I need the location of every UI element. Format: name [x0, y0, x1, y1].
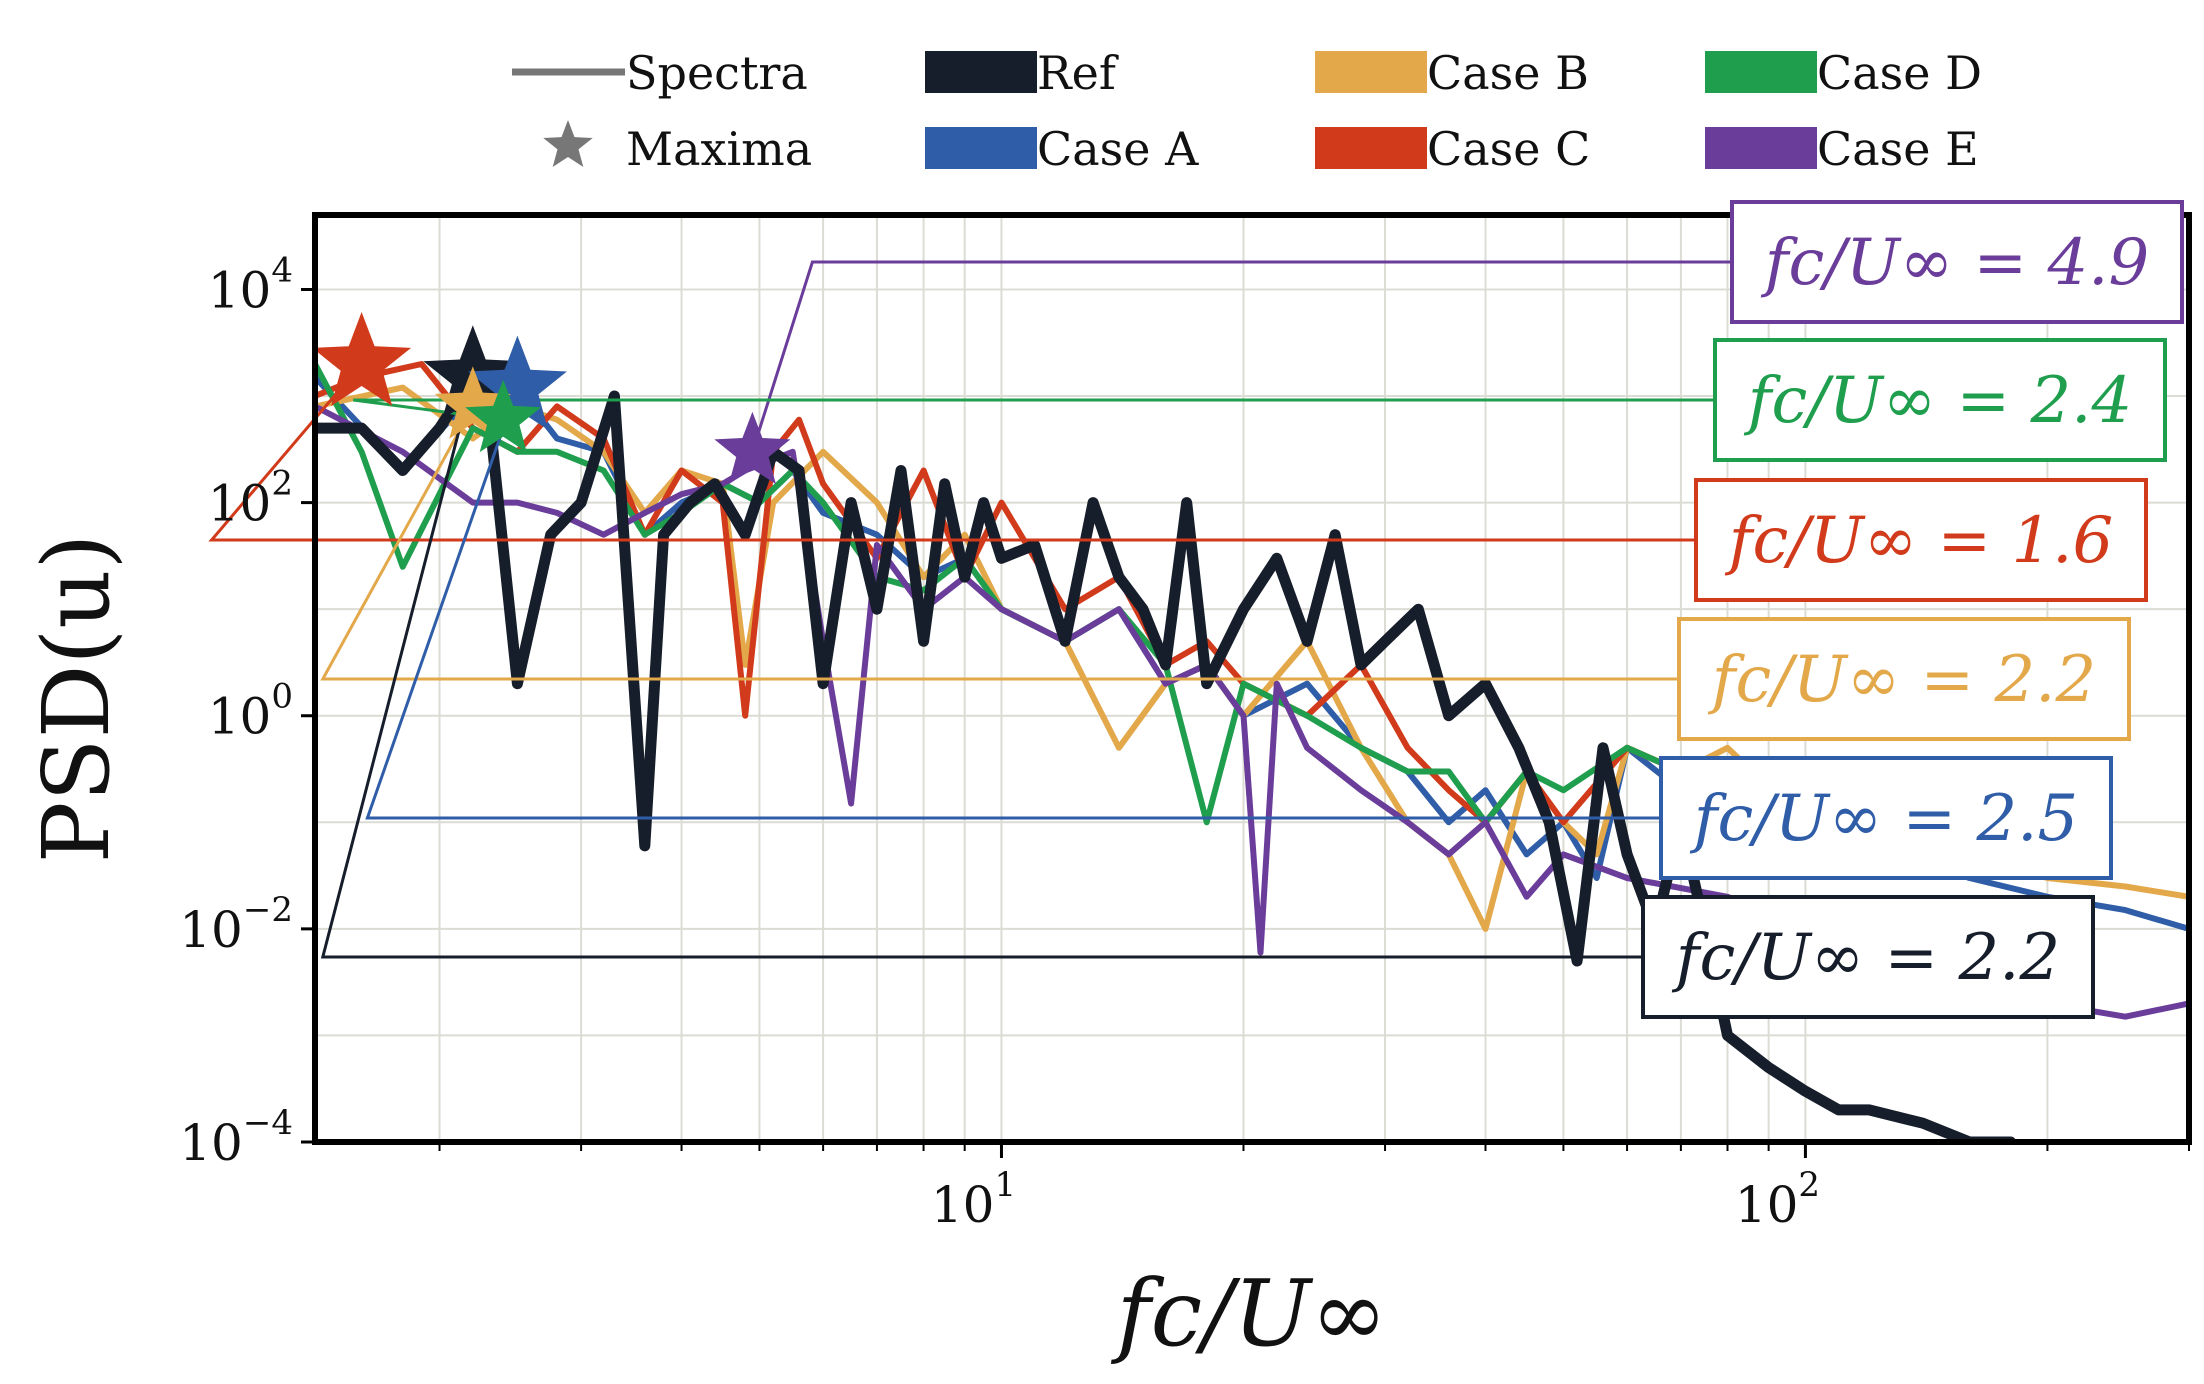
- maxima-star-case-b: [434, 366, 511, 439]
- legend-swatch: [1315, 51, 1427, 93]
- y-tick-label: 10−2: [179, 890, 293, 959]
- maxima-star-case-d: [465, 379, 542, 453]
- annotation-text: fc/U∞ = 2.2: [1708, 643, 2096, 717]
- axis-labels: fc/U∞ PSD(u): [23, 534, 1387, 1367]
- annotation-case-b: fc/U∞ = 2.2: [1677, 617, 2131, 741]
- legend-item-maxima: Maxima: [543, 120, 812, 176]
- x-tick-label: 101: [931, 1165, 1016, 1234]
- maxima-star-case-c: [312, 312, 412, 406]
- annotation-ref: fc/U∞ = 2.2: [1641, 895, 2095, 1019]
- annotation-case-e: fc/U∞ = 4.9: [1730, 200, 2184, 324]
- y-tick-label: 104: [208, 250, 293, 319]
- series-line-case-d: [315, 361, 1731, 826]
- legend-item-ref: Ref: [925, 46, 1119, 100]
- annotation-case-a: fc/U∞ = 2.5: [1659, 756, 2113, 880]
- legend-star-icon: [543, 120, 593, 167]
- legend-item-case-d: Case D: [1705, 46, 1982, 100]
- legend-label: Spectra: [626, 46, 808, 100]
- maxima-stars: [312, 312, 791, 485]
- legend-item-case-e: Case E: [1705, 122, 1979, 176]
- legend-item-case-b: Case B: [1315, 46, 1589, 100]
- legend-label: Maxima: [626, 122, 812, 176]
- leader-case-c: [208, 363, 1696, 542]
- annotation-box: [1659, 756, 2113, 880]
- x-tick-label: 102: [1735, 1165, 1820, 1234]
- legend-item-spectra: Spectra: [512, 46, 808, 100]
- annotation-text: fc/U∞ = 2.2: [1672, 921, 2060, 995]
- y-tick-label: 100: [208, 677, 293, 746]
- annotation-box: [1641, 895, 2095, 1019]
- maxima-star-case-e: [714, 411, 791, 485]
- legend-item-case-c: Case C: [1315, 122, 1590, 176]
- annotation-leaders: [208, 260, 1732, 959]
- legend-swatch: [1705, 127, 1817, 169]
- annotation-case-c: fc/U∞ = 1.6: [1694, 478, 2148, 602]
- legend-label: Ref: [1037, 46, 1119, 100]
- legend-label: Case A: [1037, 122, 1199, 176]
- y-axis-label: PSD(u): [23, 534, 130, 864]
- annotation-box: [1694, 478, 2148, 602]
- annotation-box: [1713, 338, 2167, 462]
- annotation-box: [1730, 200, 2184, 324]
- leader-case-b: [320, 405, 1679, 681]
- leader-ref: [320, 376, 1643, 959]
- legend: Spectra Maxima Ref Case A Case B Case C Case D…: [512, 46, 1982, 176]
- legend-label: Case C: [1427, 122, 1590, 176]
- legend-swatch: [1315, 127, 1427, 169]
- legend-swatch: [1705, 51, 1817, 93]
- annotations: fc/U∞ = 4.9 fc/U∞ = 2.4 fc/U∞ = 1.6 fc/U∞ =…: [1641, 200, 2184, 1019]
- series-layer: [315, 361, 2189, 1142]
- x-axis-label: fc/U∞: [1111, 1260, 1388, 1367]
- y-tick-label: 102: [208, 464, 293, 533]
- legend-swatch: [925, 51, 1037, 93]
- legend-label: Case E: [1817, 122, 1979, 176]
- maxima-star-case-a: [468, 335, 567, 430]
- annotation-text: fc/U∞ = 1.6: [1725, 504, 2113, 578]
- series-line-ref: [315, 371, 2017, 1142]
- annotation-text: fc/U∞ = 2.4: [1744, 364, 2132, 438]
- leader-case-d: [353, 398, 1715, 422]
- annotation-text: fc/U∞ = 4.9: [1761, 226, 2149, 300]
- leader-case-e: [750, 260, 1732, 453]
- legend-label: Case D: [1817, 46, 1982, 100]
- annotation-text: fc/U∞ = 2.5: [1690, 782, 2078, 856]
- legend-label: Case B: [1427, 46, 1589, 100]
- leader-case-a: [365, 387, 1661, 820]
- plot-frame: [312, 212, 2192, 1145]
- legend-swatch: [925, 127, 1037, 169]
- legend-item-case-a: Case A: [925, 122, 1199, 176]
- ticks: 101 102 104 102 100 10−2 10−4: [179, 250, 2190, 1234]
- annotation-box: [1677, 617, 2131, 741]
- annotation-case-d: fc/U∞ = 2.4: [1713, 338, 2167, 462]
- y-tick-label: 10−4: [179, 1103, 293, 1172]
